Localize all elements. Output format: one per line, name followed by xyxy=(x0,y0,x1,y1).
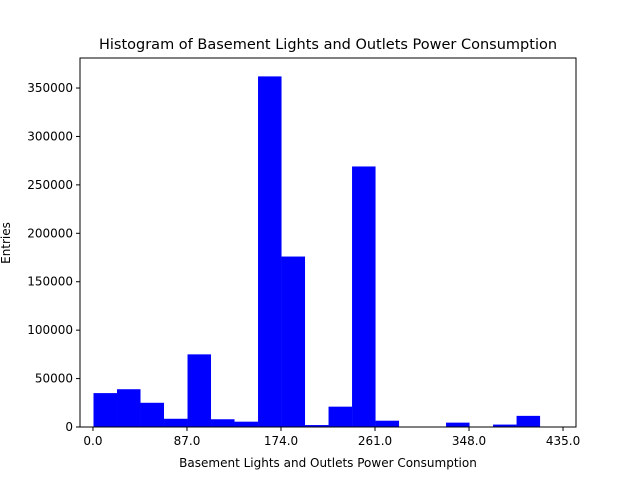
x-tick-label: 174.0 xyxy=(264,434,298,448)
bars-group xyxy=(93,76,541,427)
histogram-bar xyxy=(375,420,400,427)
histogram-bar xyxy=(305,425,329,427)
y-tick-label: 50000 xyxy=(35,372,73,386)
y-tick-label: 250000 xyxy=(27,178,73,192)
histogram-bar xyxy=(93,393,118,427)
y-tick-label: 200000 xyxy=(27,226,73,240)
y-tick-label: 0 xyxy=(65,420,73,434)
y-tick-label: 350000 xyxy=(27,81,73,95)
x-tick-label: 87.0 xyxy=(174,434,201,448)
histogram-bar xyxy=(117,389,141,427)
x-tick-label: 348.0 xyxy=(452,434,486,448)
histogram-bar xyxy=(234,421,259,427)
y-tick-label: 150000 xyxy=(27,275,73,289)
histogram-bar xyxy=(164,418,188,427)
histogram-bar xyxy=(211,419,235,427)
plot-frame xyxy=(79,57,577,428)
histogram-bar xyxy=(187,354,212,427)
y-axis-ticks: 0 50000 100000 150000 200000 250000 300000 3500… xyxy=(27,81,80,434)
x-axis-ticks: 0.0 87.0 174.0 261.0 348.0 435.0 xyxy=(83,427,580,448)
histogram-bar xyxy=(493,424,517,427)
histogram-bar xyxy=(140,402,165,427)
y-tick-label: 100000 xyxy=(27,323,73,337)
histogram-bar xyxy=(516,415,541,427)
histogram-bar xyxy=(258,76,282,427)
histogram-bar xyxy=(281,256,306,427)
histogram-bar xyxy=(352,166,376,427)
x-tick-label: 261.0 xyxy=(358,434,392,448)
x-axis-label: Basement Lights and Outlets Power Consum… xyxy=(179,456,477,470)
chart-title: Histogram of Basement Lights and Outlets… xyxy=(99,37,557,53)
y-axis-label: Entries xyxy=(0,222,13,264)
y-tick-label: 300000 xyxy=(27,129,73,143)
histogram-bar xyxy=(446,422,470,427)
x-tick-label: 435.0 xyxy=(546,434,580,448)
x-tick-label: 0.0 xyxy=(83,434,102,448)
histogram-bar xyxy=(328,406,353,427)
